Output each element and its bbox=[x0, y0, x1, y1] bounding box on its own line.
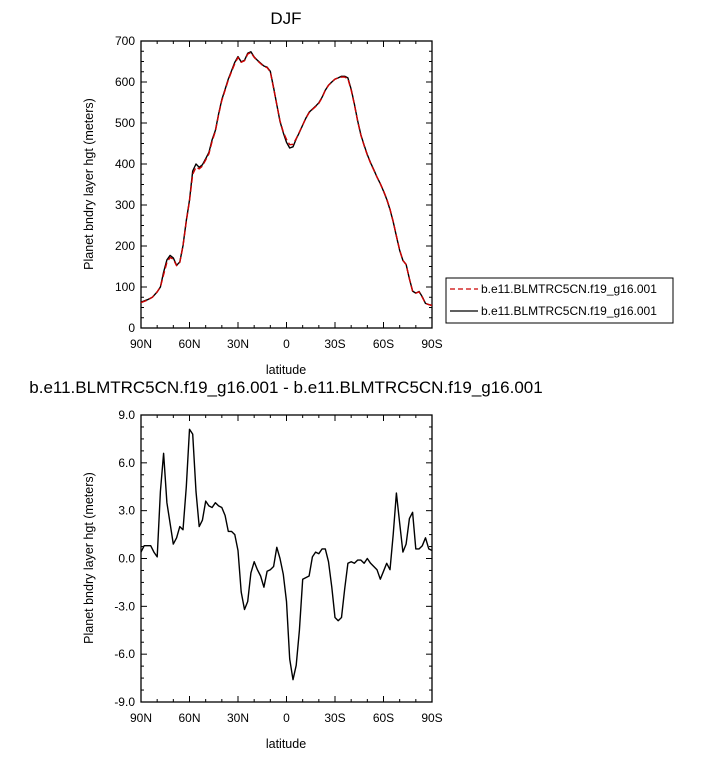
bottom-y-tick-label: 6.0 bbox=[118, 456, 135, 470]
top-y-tick-label: 600 bbox=[115, 75, 135, 89]
bottom-y-tick-label: 9.0 bbox=[118, 408, 135, 422]
top-y-tick-label: 100 bbox=[115, 280, 135, 294]
top-axis-ticks: 0 100 200 300 400 500 600 700 90N 60N 30N 0 30S 60S 90… bbox=[115, 34, 443, 351]
top-y-tick-label: 0 bbox=[128, 321, 135, 335]
bottom-series-lines bbox=[140, 428, 433, 681]
bottom-y-tick-label: -9.0 bbox=[114, 695, 135, 709]
bottom-x-tick-label: 0 bbox=[283, 711, 290, 725]
top-x-axis-label: latitude bbox=[266, 363, 306, 377]
bottom-y-tick-label: -6.0 bbox=[114, 647, 135, 661]
bottom-x-tick-label: 90S bbox=[421, 711, 442, 725]
top-y-axis-label: Planet bndry layer hgt (meters) bbox=[82, 98, 96, 270]
legend: b.e11.BLMTRC5CN.f19_g16.001 b.e11.BLMTRC… bbox=[445, 277, 674, 324]
bottom-x-tick-label: 30N bbox=[227, 711, 249, 725]
top-series-lines bbox=[140, 51, 433, 307]
bottom-plot-frame bbox=[140, 414, 433, 703]
top-series-line-2 bbox=[140, 51, 433, 307]
bottom-x-axis-label: latitude bbox=[266, 737, 306, 751]
top-x-tick-label: 0 bbox=[283, 337, 290, 351]
top-y-tick-label: 200 bbox=[115, 239, 135, 253]
bottom-chart: b.e11.BLMTRC5CN.f19_g16.001 - b.e11.BLMT… bbox=[29, 378, 542, 751]
legend-label-2: b.e11.BLMTRC5CN.f19_g16.001 bbox=[481, 304, 657, 318]
top-y-tick-label: 400 bbox=[115, 157, 135, 171]
top-x-tick-label: 60N bbox=[178, 337, 200, 351]
bottom-axis-ticks: -9.0 -6.0 -3.0 0.0 3.0 6.0 9.0 90N 60N 30N 0 30S 60S… bbox=[114, 408, 442, 725]
top-x-tick-label: 30S bbox=[324, 337, 345, 351]
bottom-y-tick-label: -3.0 bbox=[114, 599, 135, 613]
top-x-tick-label: 90N bbox=[130, 337, 152, 351]
top-y-tick-label: 500 bbox=[115, 116, 135, 130]
bottom-y-axis-label: Planet bndry layer hgt (meters) bbox=[82, 472, 96, 644]
bottom-x-tick-label: 60S bbox=[373, 711, 394, 725]
top-chart: DJF 0 100 200 300 400 500 600 700 90N 60N 30N 0 30S 6… bbox=[82, 9, 443, 377]
bottom-x-tick-label: 30S bbox=[324, 711, 345, 725]
bottom-x-tick-label: 60N bbox=[178, 711, 200, 725]
legend-box bbox=[445, 277, 674, 324]
bottom-y-tick-label: 3.0 bbox=[118, 504, 135, 518]
bottom-series-line-1 bbox=[140, 428, 433, 681]
top-y-tick-label: 700 bbox=[115, 34, 135, 48]
top-x-tick-label: 30N bbox=[227, 337, 249, 351]
top-series-line-1 bbox=[140, 51, 433, 307]
legend-label-1: b.e11.BLMTRC5CN.f19_g16.001 bbox=[481, 282, 657, 296]
top-y-tick-label: 300 bbox=[115, 198, 135, 212]
bottom-x-tick-label: 90N bbox=[130, 711, 152, 725]
top-chart-title: DJF bbox=[270, 9, 301, 28]
top-x-tick-label: 90S bbox=[421, 337, 442, 351]
bottom-chart-title: b.e11.BLMTRC5CN.f19_g16.001 - b.e11.BLMT… bbox=[29, 378, 542, 397]
bottom-y-tick-label: 0.0 bbox=[118, 552, 135, 566]
top-x-tick-label: 60S bbox=[373, 337, 394, 351]
top-plot-frame bbox=[140, 40, 433, 329]
